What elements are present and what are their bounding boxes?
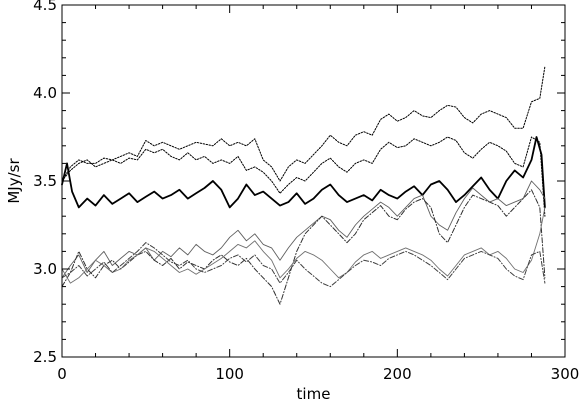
series-layer — [61, 66, 546, 305]
x-axis-title: time — [297, 385, 331, 403]
x-tick-label: 200 — [383, 365, 412, 383]
plot-frame — [61, 4, 566, 358]
x-tick-label: 300 — [551, 365, 579, 383]
series-line-2 — [61, 66, 546, 182]
series-line-6 — [61, 206, 546, 284]
y-tick-label: 4.5 — [33, 0, 57, 14]
ticks-layer: 0 100 200 300 2.5 3.0 3.5 4.0 4.5 — [33, 0, 579, 383]
series-line-5 — [61, 189, 546, 305]
y-tick-label: 3.0 — [33, 260, 57, 278]
y-tick-label: 3.5 — [33, 172, 57, 190]
series-line-1 — [61, 136, 546, 209]
x-tick-label: 0 — [57, 365, 67, 383]
series-line-7 — [61, 242, 546, 288]
y-tick-label: 4.0 — [33, 84, 57, 102]
series-line-3 — [61, 136, 546, 217]
y-axis-title: MJy/sr — [5, 158, 23, 204]
x-tick-label: 100 — [215, 365, 244, 383]
y-tick-label: 2.5 — [33, 348, 57, 366]
